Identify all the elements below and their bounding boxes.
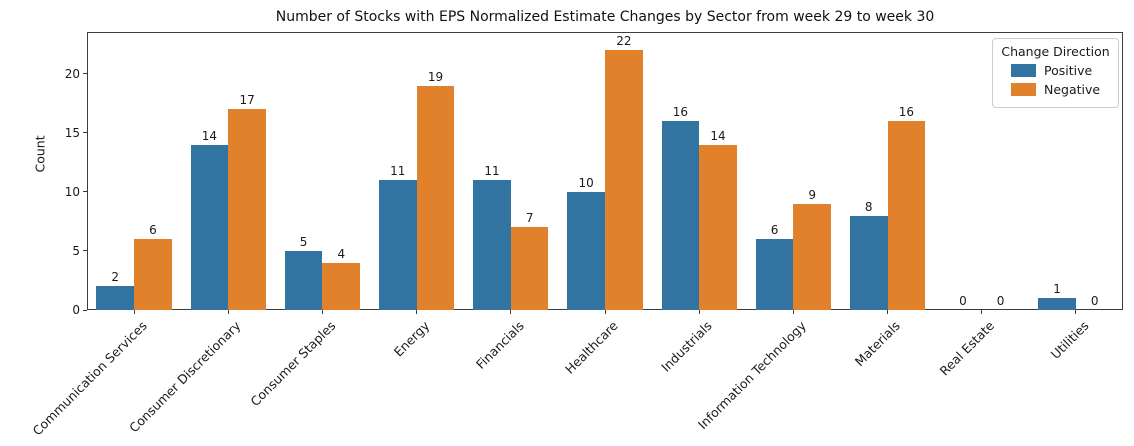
bar-value-label: 14 [201,128,218,143]
x-tick-mark [792,310,794,314]
bar-value-label: 5 [299,234,308,249]
legend-label: Negative [1044,82,1101,97]
bar-positive [755,239,794,310]
legend-rows: Positive Negative [999,63,1112,97]
x-tick-mark [887,310,889,314]
y-tick-label: 20 [64,66,80,81]
bar-value-label: 14 [710,128,726,143]
x-tick-mark [321,310,323,314]
bar-positive [473,180,511,310]
bar-value-label: 8 [864,199,873,214]
bar-value-label: 9 [808,187,816,202]
bar-negative [510,227,549,310]
x-tick-label: Information Technology [694,318,809,433]
y-tick-mark [83,250,87,252]
bar-negative [793,203,832,310]
x-tick-mark [227,310,229,314]
bar-positive [284,250,323,310]
x-tick-label: Utilities [1047,318,1092,362]
bar-negative [605,50,643,310]
y-tick-label: 5 [72,243,80,258]
legend-swatch-icon [1011,64,1036,77]
x-tick-mark [416,310,418,314]
x-tick-mark [133,310,135,314]
bar-value-label: 17 [239,93,255,108]
legend-title: Change Direction [1001,44,1110,59]
bar-negative [228,109,266,310]
bar-value-label: 6 [149,223,157,238]
x-tick-label: Materials [852,318,904,370]
bar-value-label: 2 [111,270,120,285]
bar-value-label: 1 [1053,282,1061,297]
legend-item-positive: Positive [1011,63,1112,78]
bar-positive [190,144,229,310]
bar-value-label: 16 [898,105,915,120]
x-tick-mark [981,310,983,314]
bar-negative [699,144,737,310]
bar-negative [134,239,172,310]
bar-positive [378,180,417,310]
chart-title: Number of Stocks with EPS Normalized Est… [275,9,935,25]
bar-value-label: 0 [1090,294,1099,308]
bar-positive [1038,298,1076,310]
x-tick-label: Real Estate [936,318,998,379]
y-tick-mark [83,73,87,75]
bar-negative [887,121,926,310]
x-tick-label: Healthcare [561,318,621,377]
x-tick-mark [1075,310,1077,314]
y-tick-label: 10 [64,184,80,199]
bar-positive [96,286,135,310]
bar-value-label: 10 [578,175,594,190]
bar-value-label: 0 [996,294,1005,308]
bar-value-label: 22 [616,34,632,49]
legend: Change Direction Positive Negative [992,38,1119,108]
bar-positive [849,215,888,310]
bar-value-label: 19 [427,69,444,84]
bar-value-label: 0 [959,294,967,308]
x-tick-mark [510,310,512,314]
x-tick-label: Financials [472,318,527,372]
bar-negative [322,262,361,310]
y-tick-label: 15 [64,125,80,140]
bar-value-label: 11 [390,164,406,179]
y-tick-mark [83,309,87,311]
bar-positive [567,191,605,310]
bar-value-label: 11 [484,164,500,179]
bar-value-label: 7 [525,211,534,226]
legend-label: Positive [1044,63,1093,78]
legend-item-negative: Negative [1011,82,1112,97]
x-tick-label: Industrials [658,318,715,375]
x-tick-label: Consumer Discretionary [126,318,244,436]
bar-negative [416,85,455,310]
bar-value-label: 16 [672,105,688,120]
bar-positive [661,121,700,310]
y-tick-mark [83,191,87,193]
bar-value-label: 6 [770,223,779,238]
y-tick-label: 0 [72,303,80,317]
x-tick-mark [604,310,606,314]
bar-value-label: 4 [337,246,346,261]
legend-swatch-icon [1011,83,1036,96]
x-tick-label: Consumer Staples [246,318,339,410]
x-tick-label: Energy [390,318,433,360]
y-tick-mark [83,132,87,134]
x-tick-mark [698,310,700,314]
